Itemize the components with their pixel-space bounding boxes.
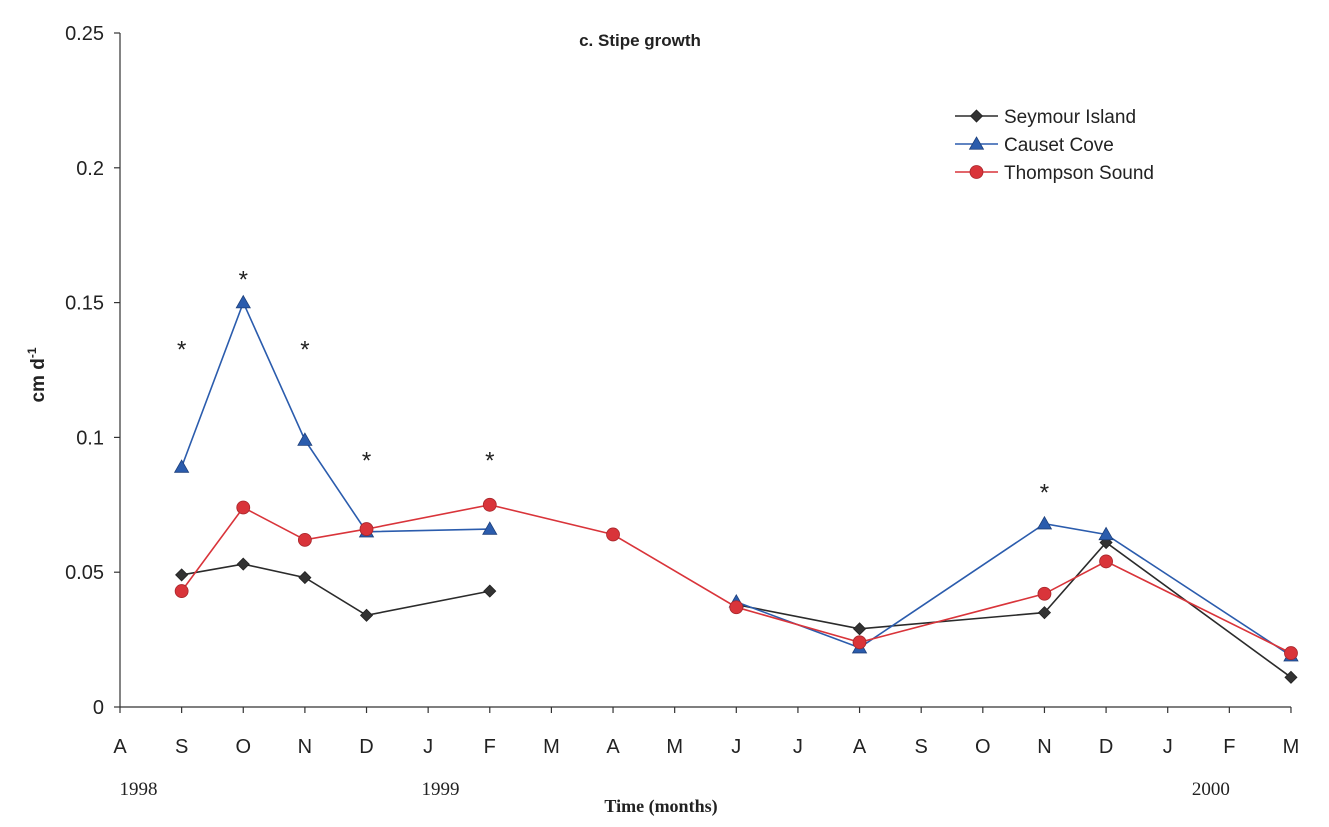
triangle-marker xyxy=(1036,515,1053,530)
series-line xyxy=(180,300,490,533)
circle-marker xyxy=(174,584,189,598)
x-tick-label: M xyxy=(666,736,683,758)
x-tick-label: J xyxy=(423,736,433,758)
series-line xyxy=(736,522,1292,657)
series-layer xyxy=(173,294,1299,684)
circle-marker xyxy=(1099,554,1113,569)
y-tick-label: 0.15 xyxy=(65,293,104,315)
x-tick-label: D xyxy=(1099,736,1113,758)
significance-asterisk: * xyxy=(1040,480,1049,507)
circle-marker xyxy=(482,497,497,512)
x-tick-label: D xyxy=(359,736,373,758)
x-tick-label: S xyxy=(915,736,928,758)
diamond-marker xyxy=(359,608,374,622)
x-tick-label: J xyxy=(731,736,741,758)
y-tick-label: 0.2 xyxy=(76,158,104,180)
triangle-marker xyxy=(482,521,498,535)
year-label: 1998 xyxy=(119,779,157,800)
triangle-marker xyxy=(235,294,251,309)
x-tick-label: A xyxy=(606,736,620,758)
x-tick-label: J xyxy=(793,736,803,758)
circle-marker xyxy=(1037,586,1052,601)
circle-marker xyxy=(236,500,251,515)
triangle-marker xyxy=(173,459,190,473)
y-tick-label: 0.25 xyxy=(65,23,104,45)
diamond-marker xyxy=(852,622,867,636)
x-tick-label: F xyxy=(1223,736,1235,758)
circle-marker xyxy=(297,532,312,547)
chart-title: c. Stipe growth xyxy=(579,31,701,50)
series-thompson-sound xyxy=(174,497,1298,660)
year-label: 1999 xyxy=(421,779,459,800)
x-tick-label: M xyxy=(1283,736,1300,758)
x-tick-label: A xyxy=(113,736,127,758)
y-tick-label: 0.05 xyxy=(65,562,104,584)
x-tick-label: O xyxy=(235,736,251,758)
series-line xyxy=(181,563,490,617)
circle-marker xyxy=(606,527,620,542)
diamond-marker xyxy=(175,568,189,582)
x-tick-label: M xyxy=(543,736,560,758)
y-axis-label: cm d-1 xyxy=(25,347,49,402)
x-tick-label: N xyxy=(298,736,312,758)
y-axis-label-superscript: -1 xyxy=(25,347,39,358)
triangle-marker xyxy=(1098,526,1114,541)
diamond-marker xyxy=(236,557,250,571)
x-tick-label: N xyxy=(1037,736,1051,758)
significance-asterisk: * xyxy=(362,447,371,474)
triangle-marker xyxy=(297,432,313,446)
circle-marker xyxy=(359,522,374,536)
circle-marker xyxy=(969,165,984,179)
x-tick-label: A xyxy=(853,736,867,758)
significance-asterisk: * xyxy=(177,337,186,364)
legend-item: Seymour Island xyxy=(955,107,1136,128)
series-line xyxy=(180,503,1292,654)
legend-label: Thompson Sound xyxy=(1004,163,1154,184)
x-tick-label: S xyxy=(175,736,188,758)
significance-asterisk: * xyxy=(485,447,494,474)
diamond-marker xyxy=(298,571,312,585)
circle-marker xyxy=(729,600,744,615)
triangle-marker xyxy=(968,136,985,150)
year-label: 2000 xyxy=(1192,779,1230,800)
diamond-marker xyxy=(483,584,497,598)
axes: 0 0.05 0.1 0.15 0.2 0.25 A S O N D J F M A M J J A S O N D J F M 1… xyxy=(65,23,1299,800)
diamond-marker xyxy=(969,109,984,123)
x-axis-label: Time (months) xyxy=(604,796,717,817)
significance-asterisk: * xyxy=(300,337,309,364)
legend-item: Causet Cove xyxy=(955,135,1114,156)
legend-label: Causet Cove xyxy=(1004,135,1114,156)
x-tick-label: J xyxy=(1163,736,1173,758)
circle-marker xyxy=(852,635,867,650)
legend-item: Thompson Sound xyxy=(955,163,1154,184)
legend: Seymour Island Causet Cove Thompson Sound xyxy=(955,107,1154,184)
diamond-marker xyxy=(1037,606,1052,620)
x-tick-label: F xyxy=(484,736,496,758)
y-tick-label: 0 xyxy=(93,697,104,719)
annotation-layer: * * * * * * xyxy=(177,267,1049,507)
circle-marker xyxy=(1284,646,1298,660)
x-tick-label: O xyxy=(975,736,991,758)
y-axis-label-text: cm d xyxy=(28,358,49,402)
diamond-marker xyxy=(1284,670,1298,684)
y-tick-label: 0.1 xyxy=(76,427,104,449)
series-line xyxy=(736,541,1292,678)
legend-label: Seymour Island xyxy=(1004,107,1136,128)
significance-asterisk: * xyxy=(239,267,248,294)
